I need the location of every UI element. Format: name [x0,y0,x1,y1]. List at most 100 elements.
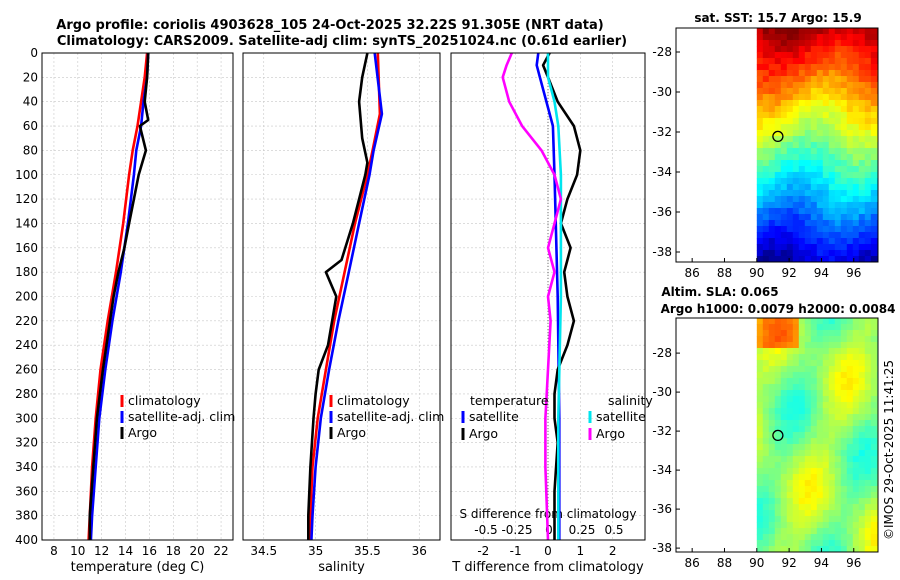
map-cell [822,70,830,77]
map-cell [774,244,782,251]
map-cell [834,88,842,95]
map-cell [768,426,776,433]
map-cell [780,468,788,475]
map-cell [756,504,764,511]
series-line-2 [306,52,369,540]
map-cell [786,372,794,379]
map-cell [762,510,770,517]
map-cell [858,184,866,191]
map-cell [780,426,788,433]
y-tick-label: 0 [30,46,38,60]
map-cell [768,154,776,161]
map-cell [786,52,794,59]
map-cell [816,250,824,257]
map-cell [798,438,806,445]
map-cell [828,202,836,209]
map-cell [816,238,824,245]
map-cell [834,384,842,391]
map-cell [792,516,800,523]
map-cell [798,540,806,547]
x-tick-label: 36 [412,544,427,558]
map-cell [834,214,842,221]
map-cell [828,82,836,89]
map-cell [780,366,788,373]
map-cell [756,540,764,547]
map-cell [804,232,812,239]
map-cell [810,214,818,221]
y-tick-label: 120 [15,192,38,206]
map-cell [822,426,830,433]
map-cell [786,118,794,125]
map-cell [846,70,854,77]
map-cell [798,28,806,35]
map-cell [852,202,860,209]
map-cell [822,546,830,553]
map-cell [858,64,866,71]
map-cell [846,64,854,71]
map-cell [762,402,770,409]
map-cell [798,136,806,143]
map-cell [828,354,836,361]
map-cell [846,166,854,173]
map-cell [840,540,848,547]
map-cell [786,178,794,185]
map-cell [816,462,824,469]
map-cell [768,46,776,53]
map-cell [834,70,842,77]
map-cell [846,172,854,179]
map-cell [840,214,848,221]
map-cell [780,118,788,125]
map-cell [798,112,806,119]
map-cell [858,510,866,517]
y-tick-label: 20 [23,70,38,84]
map-cell [768,522,776,529]
map-cell [864,486,872,493]
map-cell [774,124,782,131]
map-cell [780,202,788,209]
map-cell [780,348,788,355]
map-cell [816,498,824,505]
map-cell [822,136,830,143]
map-cell [834,414,842,421]
map-cell [858,342,866,349]
map-cell [834,208,842,215]
map-cell [780,540,788,547]
map-cell [834,238,842,245]
map-cell [834,444,842,451]
map-cell [780,342,788,349]
map-cell [786,402,794,409]
map-cell [816,76,824,83]
map-cell [786,462,794,469]
map-y-tick-label: -30 [652,385,672,399]
map-cell [780,112,788,119]
map-cell [810,318,818,325]
map-cell [792,118,800,125]
map-cell [810,414,818,421]
map-cell [798,402,806,409]
map-cell [786,420,794,427]
map-cell [798,432,806,439]
map-cell [762,456,770,463]
map-cell [768,324,776,331]
map-cell [846,540,854,547]
map-cell [834,426,842,433]
map-cell [762,384,770,391]
map-cell [852,360,860,367]
map-cell [846,480,854,487]
map-cell [798,450,806,457]
map-cell [792,336,800,343]
map-cell [846,384,854,391]
map-cell [828,76,836,83]
map-cell [846,178,854,185]
map-y-tick-label: -28 [652,346,672,360]
map-cell [822,172,830,179]
map-cell [834,450,842,457]
map-cell [792,34,800,41]
map-cell [774,498,782,505]
map-cell [768,232,776,239]
map-cell [768,70,776,77]
map-cell [774,46,782,53]
map-cell [774,232,782,239]
map-cell [822,244,830,251]
y-tick-label: 60 [23,119,38,133]
